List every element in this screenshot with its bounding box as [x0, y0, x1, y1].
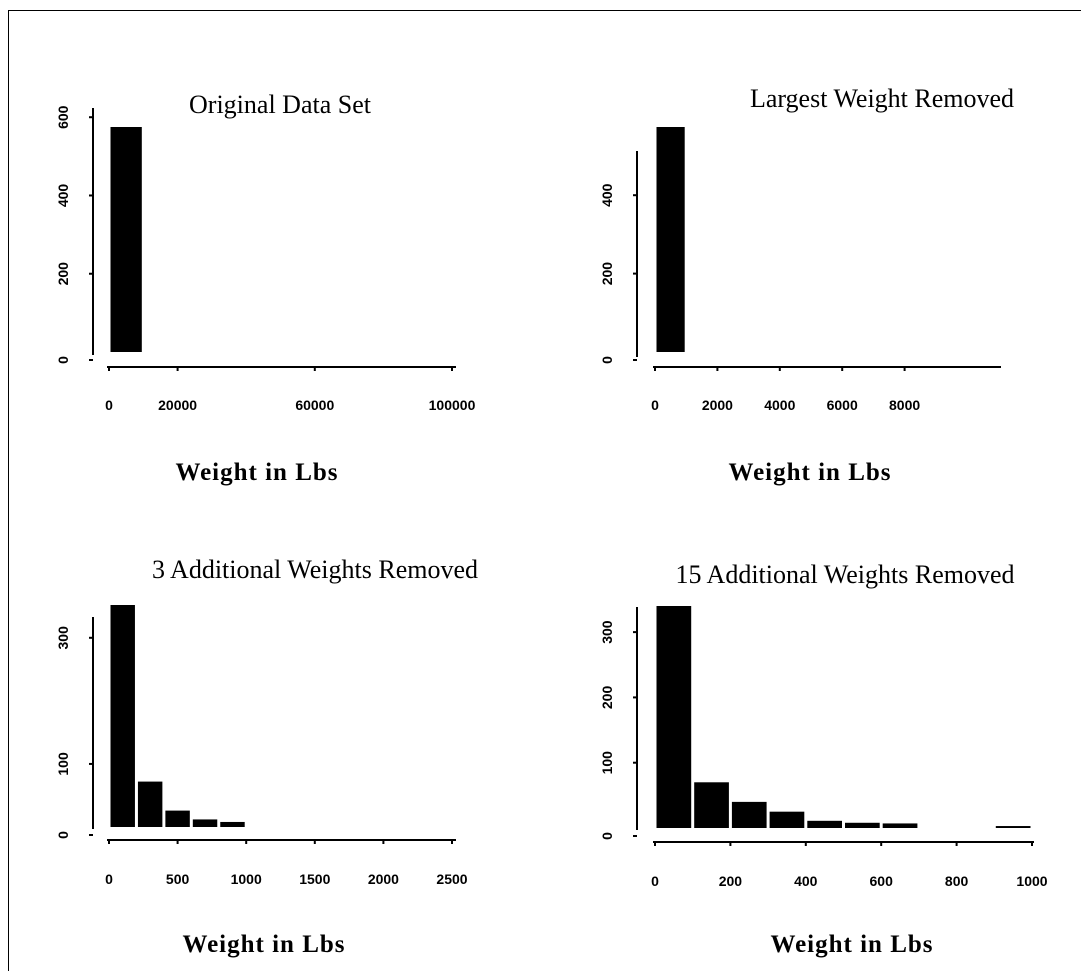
x-tick-label: 1000: [231, 871, 262, 887]
panel-15-additional-weights-removed: 15 Additional Weights Removed 0 100 200 300 0…: [599, 560, 1048, 958]
histogram-bar: [165, 810, 190, 827]
y-tick-label: 300: [599, 620, 615, 644]
x-tick-label: 60000: [295, 397, 334, 413]
x-tick-label: 2500: [436, 871, 467, 887]
figure-frame: [8, 10, 1081, 971]
x-axis-label: Weight in Lbs: [728, 459, 891, 486]
x-tick-label: 600: [870, 873, 894, 889]
x-tick-label: 1000: [1016, 873, 1047, 889]
histogram-bar: [220, 821, 245, 827]
x-tick-label: 2000: [368, 871, 399, 887]
y-tick-label: 200: [599, 686, 615, 710]
panel-original-data-set: Original Data Set 0 200 400 600 0 20000 60000 10…: [55, 90, 476, 486]
x-tick-label: 0: [105, 397, 113, 413]
x-axis-label: Weight in Lbs: [175, 459, 338, 486]
chart-title: 15 Additional Weights Removed: [675, 560, 1014, 589]
histogram-bar: [656, 127, 685, 352]
y-tick-label: 400: [55, 184, 71, 208]
y-tick-label: 0: [599, 832, 615, 840]
y-tick-label: 0: [599, 356, 615, 364]
panel-3-additional-weights-removed: 3 Additional Weights Removed 0 100 300 0 500 1…: [55, 555, 478, 958]
chart-title: Original Data Set: [189, 90, 372, 119]
y-tick-label: 200: [599, 262, 615, 286]
x-tick-label: 8000: [889, 397, 920, 413]
histogram-bar: [731, 801, 767, 828]
x-tick-label: 4000: [764, 397, 795, 413]
x-tick-label: 0: [651, 397, 659, 413]
x-tick-label: 0: [105, 871, 113, 887]
x-axis-label: Weight in Lbs: [182, 931, 345, 958]
y-tick-label: 100: [599, 751, 615, 775]
x-tick-label: 0: [651, 873, 659, 889]
x-tick-label: 800: [945, 873, 969, 889]
histogram-bar: [110, 127, 142, 352]
histogram-bar: [694, 782, 729, 828]
y-tick-label: 300: [55, 626, 71, 650]
y-tick-label: 0: [55, 831, 71, 839]
histogram-bar: [882, 823, 918, 828]
chart-title: 3 Additional Weights Removed: [152, 555, 478, 584]
y-tick-label: 600: [55, 105, 71, 129]
y-tick-label: 200: [55, 262, 71, 286]
x-tick-label: 2000: [702, 397, 733, 413]
x-tick-label: 20000: [158, 397, 197, 413]
x-tick-label: 200: [719, 873, 743, 889]
x-axis-label: Weight in Lbs: [770, 931, 933, 958]
chart-title: Largest Weight Removed: [750, 84, 1014, 113]
y-tick-label: 100: [55, 752, 71, 776]
histogram-bar: [807, 820, 842, 828]
histogram-bar: [769, 811, 805, 828]
y-tick-label: 400: [599, 183, 615, 207]
histogram-bar: [137, 781, 163, 827]
histogram-bar: [845, 822, 880, 828]
y-tick-label: 0: [55, 356, 71, 364]
histogram-bar: [656, 606, 692, 828]
histogram-bar: [995, 826, 1031, 828]
x-tick-label: 6000: [827, 397, 858, 413]
x-tick-label: 100000: [429, 397, 476, 413]
histogram-bar: [192, 819, 218, 827]
histogram-bar: [110, 605, 135, 827]
x-tick-label: 1500: [299, 871, 330, 887]
x-tick-label: 500: [166, 871, 190, 887]
x-tick-label: 400: [794, 873, 818, 889]
